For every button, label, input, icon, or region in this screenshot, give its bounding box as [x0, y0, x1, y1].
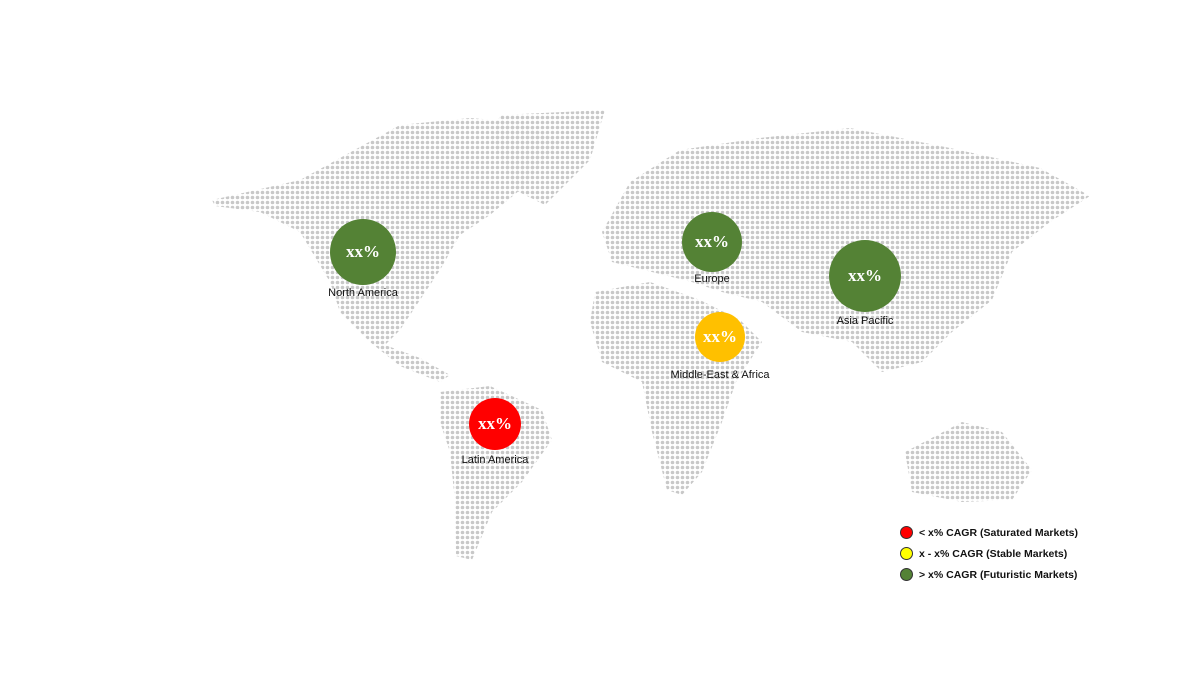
continent-greenland	[492, 110, 605, 205]
latin-america-bubble: xx%	[469, 398, 521, 450]
europe-bubble: xx%	[682, 212, 742, 272]
red-dot-icon	[900, 526, 913, 539]
region-value: xx%	[848, 266, 882, 285]
europe-label: Europe	[694, 273, 730, 285]
region-value: xx%	[703, 327, 737, 346]
continent-africa	[590, 282, 762, 495]
yellow-dot-icon	[900, 547, 913, 560]
legend: < x% CAGR (Saturated Markets) x - x% CAG…	[900, 522, 1078, 585]
latin-america-label: Latin America	[461, 454, 529, 466]
region-value: xx%	[346, 242, 380, 261]
green-dot-icon	[900, 568, 913, 581]
middle-east-africa-bubble: xx%	[695, 312, 745, 362]
continent-australia	[905, 422, 1032, 502]
continent-south-america	[440, 386, 552, 560]
legend-item-stable: x - x% CAGR (Stable Markets)	[900, 543, 1078, 564]
north-america-bubble: xx%	[330, 219, 396, 285]
asia-pacific-label: Asia Pacific	[836, 315, 894, 327]
legend-item-futuristic: > x% CAGR (Futuristic Markets)	[900, 564, 1078, 585]
asia-pacific-bubble: xx%	[829, 240, 901, 312]
region-value: xx%	[478, 414, 512, 433]
legend-item-saturated: < x% CAGR (Saturated Markets)	[900, 522, 1078, 543]
region-value: xx%	[695, 232, 729, 251]
north-america-label: North America	[328, 287, 398, 299]
middle-east-africa-label: Middle-East & Africa	[670, 369, 770, 381]
